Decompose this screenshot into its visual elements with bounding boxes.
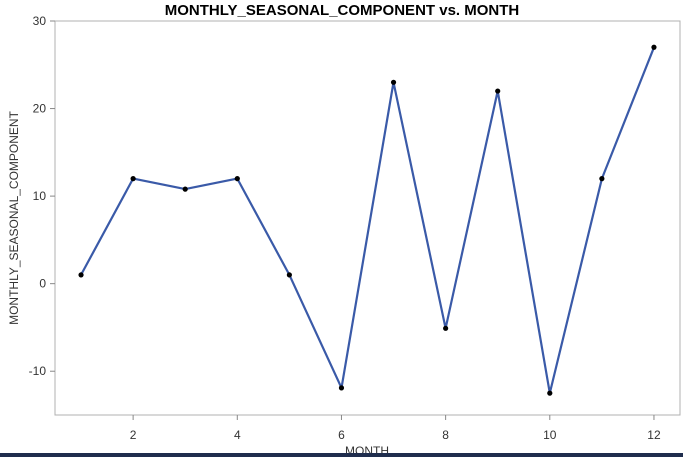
data-point — [78, 272, 84, 278]
data-point — [495, 88, 501, 94]
y-tick-label: 10 — [33, 189, 47, 203]
series-points — [78, 44, 657, 396]
data-point — [651, 44, 657, 50]
y-tick-label: 30 — [33, 14, 47, 28]
y-axis: -10 0 10 20 30 — [29, 14, 55, 378]
plot-frame — [54, 20, 681, 416]
x-tick-label: 4 — [234, 428, 241, 442]
data-point — [130, 176, 136, 182]
x-tick-label: 12 — [647, 428, 661, 442]
x-tick-label: 6 — [338, 428, 345, 442]
chart-title: MONTHLY_SEASONAL_COMPONENT vs. MONTH — [165, 2, 520, 19]
series-line — [80, 46, 656, 395]
data-point — [182, 186, 188, 192]
x-axis: 2 4 6 8 10 12 — [130, 415, 661, 442]
data-point — [286, 272, 292, 278]
data-point — [443, 325, 449, 331]
data-point — [338, 385, 345, 391]
window-bottom-edge — [0, 453, 683, 457]
data-point — [599, 176, 605, 182]
x-tick-label: 2 — [130, 428, 137, 442]
data-point — [390, 79, 397, 85]
y-axis-label: MONTHLY_SEASONAL_COMPONENT — [7, 110, 21, 324]
data-point — [547, 390, 553, 396]
x-tick-label: 10 — [543, 428, 557, 442]
y-tick-label: 0 — [39, 277, 46, 291]
data-point — [234, 176, 240, 182]
y-tick-label: -10 — [29, 364, 47, 378]
x-tick-label: 8 — [442, 428, 449, 442]
y-tick-label: 20 — [33, 102, 47, 116]
